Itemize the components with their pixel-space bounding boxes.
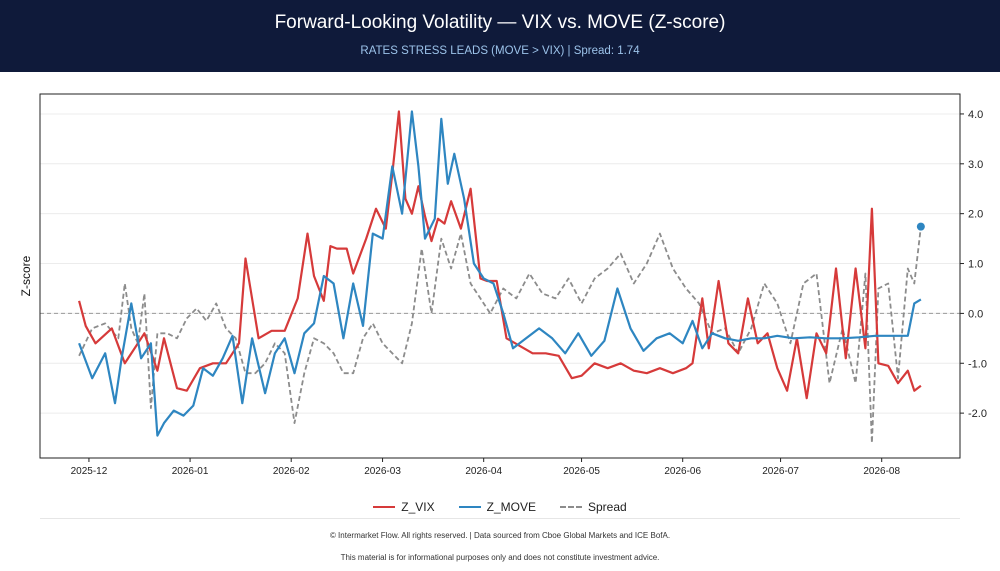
legend-label-z-vix: Z_VIX [401, 500, 435, 514]
spread-end-marker [916, 222, 925, 231]
x-tick-label: 2026-04 [465, 466, 502, 477]
legend-label-z-move: Z_MOVE [486, 500, 536, 514]
x-axis-ticks: 2025-12 2026-01 2026-02 2026-03 2026-04 2026-… [71, 458, 900, 477]
chart-subtitle: RATES STRESS LEADS (MOVE > VIX) | Spread… [360, 45, 640, 57]
y-tick-label: -2.0 [968, 408, 987, 420]
x-tick-label: 2026-02 [273, 466, 310, 477]
chart-title: Forward-Looking Volatility — VIX vs. MOV… [274, 12, 726, 33]
legend-label-spread: Spread [588, 500, 627, 514]
y-tick-label: 1.0 [968, 259, 983, 271]
series-lines [78, 110, 925, 444]
footer-copyright: © Intermarket Flow. All rights reserved.… [329, 531, 671, 540]
series-line-z-move [78, 110, 922, 437]
y-tick-label: 0.0 [968, 308, 983, 320]
y-axis-label: Z-score [19, 255, 33, 296]
x-tick-label: 2025-12 [71, 466, 108, 477]
header-banner: Forward-Looking Volatility — VIX vs. MOV… [0, 0, 1000, 72]
x-tick-label: 2026-03 [364, 466, 401, 477]
x-tick-label: 2026-05 [563, 466, 600, 477]
y-tick-label: 2.0 [968, 209, 983, 221]
grid-lines [40, 113, 960, 414]
series-line-z-vix [78, 110, 922, 400]
y-tick-label: 4.0 [968, 109, 983, 121]
x-tick-label: 2026-07 [762, 466, 799, 477]
x-tick-label: 2026-01 [172, 466, 209, 477]
series-line-spread [78, 226, 922, 444]
footer-divider [40, 518, 960, 519]
volatility-chart: 2025-12 2026-01 2026-02 2026-03 2026-04 2026-… [19, 93, 987, 477]
legend-swatch-spread [560, 506, 582, 508]
y-axis-ticks: 4.0 3.0 2.0 1.0 0.0 -1.0 -2.0 [960, 109, 987, 420]
plot-frame [39, 93, 961, 459]
y-tick-label: 3.0 [968, 159, 983, 171]
legend-item-z-vix: Z_VIX [373, 500, 435, 514]
y-tick-label: -1.0 [968, 358, 987, 370]
x-tick-label: 2026-08 [863, 466, 900, 477]
legend-swatch-z-vix [373, 506, 396, 508]
legend-item-spread: Spread [560, 500, 627, 514]
footer-disclaimer: This material is for informational purpo… [340, 553, 660, 562]
chart-legend: Z_VIX Z_MOVE Spread [0, 500, 1000, 514]
legend-swatch-z-move [458, 506, 481, 508]
legend-item-z-move: Z_MOVE [458, 500, 536, 514]
x-tick-label: 2026-06 [664, 466, 701, 477]
